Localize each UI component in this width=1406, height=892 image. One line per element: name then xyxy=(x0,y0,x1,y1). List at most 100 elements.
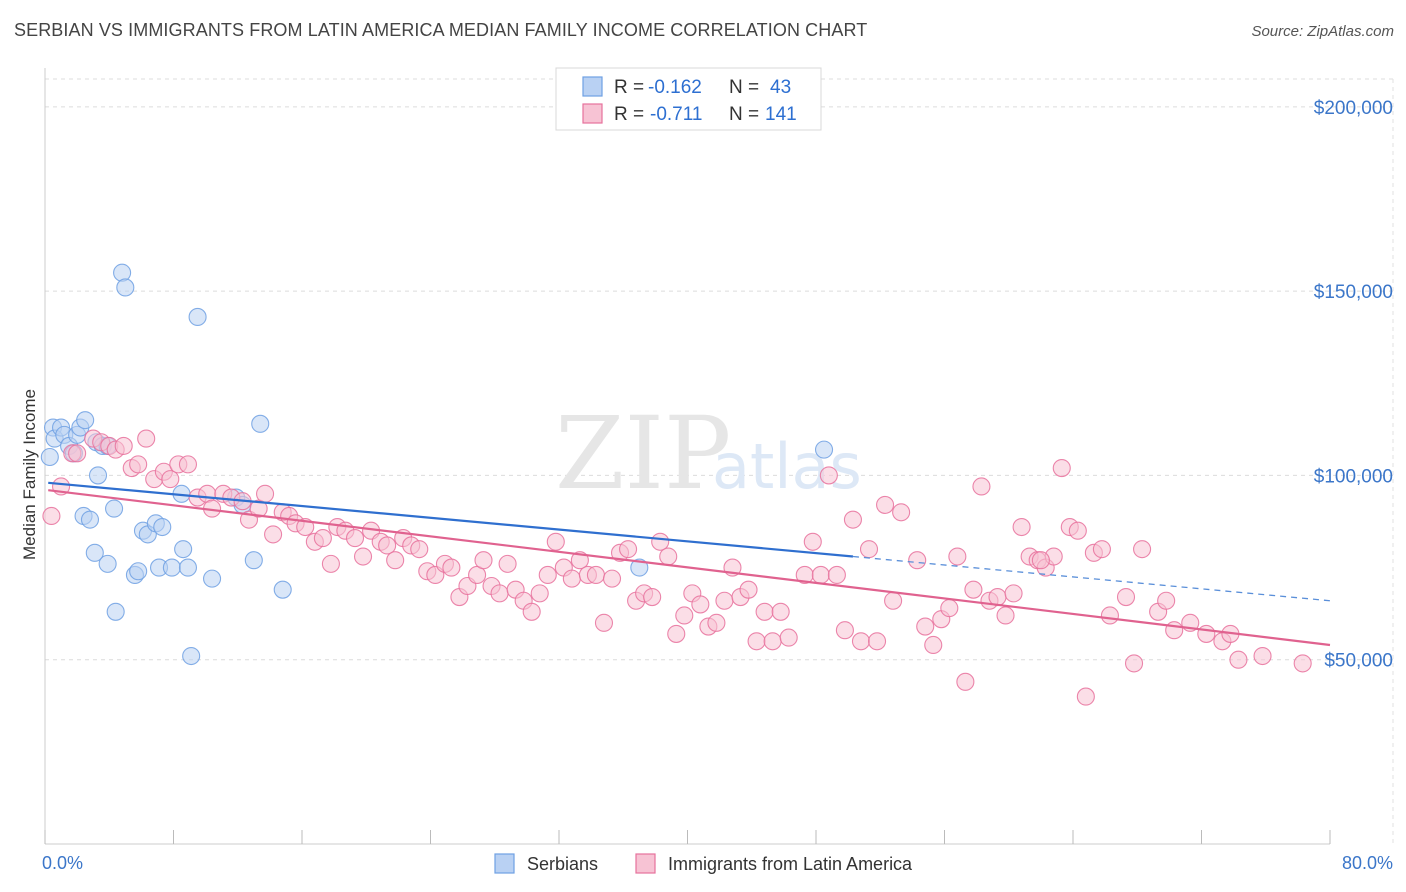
latin-america-point xyxy=(771,602,790,621)
latin-america-point xyxy=(1052,459,1071,478)
latin-america-point xyxy=(586,565,605,584)
bottom-legend-swatch-serbians xyxy=(494,853,515,874)
latin-america-point xyxy=(530,584,549,603)
latin-america-point xyxy=(378,536,397,555)
latin-america-point xyxy=(892,503,911,522)
latin-america-point xyxy=(1197,624,1216,643)
latin-america-point xyxy=(819,466,838,485)
latin-america-point xyxy=(940,599,959,618)
bottom-legend-label-serbians: Serbians xyxy=(527,854,598,874)
latin-america-point xyxy=(1012,517,1031,537)
serbian-point xyxy=(244,551,263,570)
serbian-point xyxy=(153,517,172,537)
serbian-point xyxy=(188,307,207,326)
latin-america-point xyxy=(178,455,198,474)
latin-america-point xyxy=(410,540,429,559)
legend-n-value-latin: 141 xyxy=(765,104,797,125)
y-tick-label: $200,000 xyxy=(1314,98,1393,119)
legend-n-label-latin: N = xyxy=(729,104,759,125)
latin-america-point xyxy=(867,632,887,651)
latin-america-point xyxy=(522,602,541,621)
legend-r-label-latin: R = xyxy=(614,104,644,125)
latin-america-point xyxy=(996,606,1015,625)
latin-america-point xyxy=(1031,551,1050,570)
latin-america-point xyxy=(908,551,927,570)
latin-america-point xyxy=(1253,646,1272,666)
latin-america-point xyxy=(1116,588,1136,607)
latin-america-point xyxy=(691,595,710,614)
serbian-point xyxy=(113,263,132,282)
serbian-point xyxy=(106,602,125,621)
x-tick-label: 80.0% xyxy=(1342,853,1393,873)
serbian-point xyxy=(203,569,222,588)
latin-america-point xyxy=(619,540,638,559)
latin-america-point xyxy=(345,529,365,548)
trend-lines xyxy=(48,481,1331,647)
data-points xyxy=(40,263,1312,706)
latin-america-point xyxy=(1293,654,1312,673)
latin-america-point xyxy=(707,613,726,632)
latin-america-point xyxy=(1092,540,1111,559)
latin-america-point xyxy=(779,628,798,647)
latin-america-point xyxy=(256,484,275,503)
serbian-point xyxy=(630,558,649,577)
latin-america-point xyxy=(843,510,862,529)
legend-r-value-latin: -0.711 xyxy=(650,104,702,125)
latin-america-point xyxy=(739,580,758,599)
chart-title: SERBIAN VS IMMIGRANTS FROM LATIN AMERICA… xyxy=(14,20,868,40)
serbian-point xyxy=(178,558,198,577)
watermark-zip: ZIP xyxy=(555,395,731,512)
axes: $50,000 $100,000 $150,000 $200,000 0.0% 80.0% xyxy=(42,68,1393,873)
latin-america-point xyxy=(538,565,557,584)
latin-america-point xyxy=(602,569,622,588)
serbian-point xyxy=(40,447,59,467)
latin-america-point xyxy=(1068,521,1087,540)
latin-america-point xyxy=(884,591,903,610)
latin-america-point xyxy=(924,635,943,655)
serbian-point xyxy=(76,411,95,430)
latin-america-point xyxy=(321,554,340,573)
legend-n-value-serbians: 43 xyxy=(770,77,791,98)
latin-america-point xyxy=(474,551,493,570)
legend-swatch-latin xyxy=(582,103,603,124)
serbians-trend-line xyxy=(48,481,854,558)
serbian-point xyxy=(105,499,124,518)
latin-america-point xyxy=(161,470,180,489)
latin-america-point xyxy=(498,554,517,573)
bottom-legend: Serbians Immigrants from Latin America xyxy=(494,853,913,874)
y-axis-label: Median Family Income xyxy=(20,389,39,560)
latin-america-point xyxy=(675,606,694,625)
latin-america-point xyxy=(264,525,283,544)
serbians-trend-extension xyxy=(852,555,1331,602)
latin-america-point xyxy=(859,540,879,559)
latin-america-point xyxy=(876,495,895,514)
latin-america-point xyxy=(1229,650,1248,669)
serbian-point xyxy=(129,562,148,581)
legend-n-label-serbians: N = xyxy=(729,77,759,98)
latin-america-point xyxy=(114,436,133,455)
legend-swatch-serbians xyxy=(582,76,603,97)
x-tick-label: 0.0% xyxy=(42,853,83,873)
source-label: Source: ZipAtlas.com xyxy=(1251,23,1394,40)
latin-america-point xyxy=(659,547,678,566)
latin-america-point xyxy=(803,532,822,551)
latin-america-point xyxy=(827,565,846,584)
latin-america-point xyxy=(972,477,991,496)
legend-r-label-serbians: R = xyxy=(614,77,644,98)
latin-america-point xyxy=(42,506,61,526)
y-tick-label: $100,000 xyxy=(1314,466,1393,487)
latin-america-point xyxy=(1124,654,1144,673)
latin-america-point xyxy=(916,617,935,636)
serbian-point xyxy=(116,278,135,297)
latin-america-point xyxy=(763,632,782,651)
latin-america-point xyxy=(442,558,461,577)
latin-america-point xyxy=(1165,621,1184,640)
serbian-point xyxy=(182,646,201,666)
latin-america-point xyxy=(129,455,148,474)
serbian-point xyxy=(162,558,181,577)
latin-america-point xyxy=(755,602,774,621)
latin-america-point xyxy=(643,588,662,607)
legend-r-value-serbians: -0.162 xyxy=(648,77,702,98)
latin-america-point xyxy=(811,565,830,584)
